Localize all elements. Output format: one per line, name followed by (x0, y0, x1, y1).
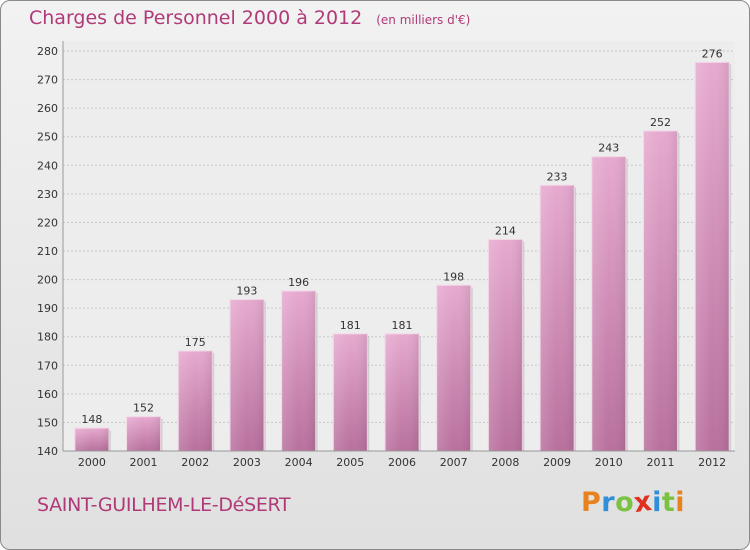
bar-value-label: 198 (443, 270, 464, 283)
x-tick-label: 2000 (78, 456, 106, 469)
bar-shine (178, 351, 213, 451)
x-tick-label: 2012 (698, 456, 726, 469)
bar-shine (281, 291, 316, 451)
x-tick-label: 2009 (543, 456, 571, 469)
logo-letter: i (675, 487, 686, 518)
x-tick-label: 2005 (336, 456, 364, 469)
x-tick-label: 2001 (130, 456, 158, 469)
bar-value-label: 196 (288, 276, 309, 289)
y-tick-label: 240 (37, 159, 58, 172)
y-tick-label: 270 (37, 74, 58, 87)
x-tick-label: 2002 (181, 456, 209, 469)
bar-shine (74, 428, 109, 451)
y-tick-label: 220 (37, 216, 58, 229)
y-tick-label: 180 (37, 331, 58, 344)
logo-letter: P (581, 487, 602, 518)
logo-letter: i (652, 487, 662, 518)
bar-value-label: 252 (650, 116, 671, 129)
bars: 148 152 175 193 196 181 181 198 214 233 243 252 276 (74, 47, 732, 452)
x-axis: 2000 2001 2002 2003 2004 2005 2006 2007 2008 2009… (63, 450, 735, 469)
y-tick-label: 230 (37, 188, 58, 201)
bar-shine (333, 333, 368, 451)
bar-value-label: 181 (392, 319, 413, 332)
y-tick-label: 170 (37, 359, 58, 372)
logo-letter: o (615, 487, 635, 518)
bar-value-label: 175 (185, 336, 206, 349)
bar-value-label: 148 (81, 413, 102, 426)
bar-shine (540, 185, 575, 452)
x-tick-label: 2004 (285, 456, 313, 469)
proxiti-logo: Proxiti (581, 485, 686, 520)
x-tick-label: 2003 (233, 456, 261, 469)
x-tick-label: 2006 (388, 456, 416, 469)
bar-value-label: 152 (133, 402, 154, 415)
logo-letter: x (632, 485, 655, 520)
logo-letter: t (661, 487, 676, 518)
y-tick-label: 190 (37, 302, 58, 315)
x-tick-label: 2007 (440, 456, 468, 469)
bar-shine (229, 299, 264, 451)
chart-subtitle: (en milliers d'€) (376, 13, 471, 27)
y-tick-label: 260 (37, 102, 58, 115)
bar-value-label: 181 (340, 319, 361, 332)
y-tick-label: 280 (37, 45, 58, 58)
x-tick-label: 2008 (491, 456, 519, 469)
title-text: Charges de Personnel 2000 à 2012 (29, 7, 363, 29)
y-tick-label: 250 (37, 131, 58, 144)
x-tick-label: 2011 (646, 456, 674, 469)
bar-value-label: 276 (702, 47, 723, 60)
bar-shine (385, 333, 419, 451)
bar-value-label: 233 (547, 170, 568, 183)
bar-shine (695, 62, 730, 452)
bar-shine (591, 156, 626, 451)
y-tick-label: 210 (37, 245, 58, 258)
bar-shine (488, 239, 523, 451)
y-tick-label: 200 (37, 274, 58, 287)
y-tick-label: 140 (37, 445, 58, 458)
bar-shine (436, 285, 471, 451)
y-tick-label: 160 (37, 388, 58, 401)
y-tick-label: 150 (37, 416, 58, 429)
logo-letter: r (601, 487, 616, 518)
commune-name: SAINT-GUILHEM-LE-DéSERT (37, 494, 291, 516)
bar-value-label: 214 (495, 225, 516, 238)
y-axis: 140 150 160 170 180 190 200 210 220 230 240 250 260 2… (37, 41, 64, 458)
chart-title: Charges de Personnel 2000 à 2012 (en mill… (29, 7, 470, 29)
bar-shine (126, 416, 161, 451)
bar-value-label: 193 (236, 285, 257, 298)
x-tick-label: 2010 (595, 456, 623, 469)
bar-value-label: 243 (598, 142, 619, 155)
bar-shine (643, 131, 678, 451)
